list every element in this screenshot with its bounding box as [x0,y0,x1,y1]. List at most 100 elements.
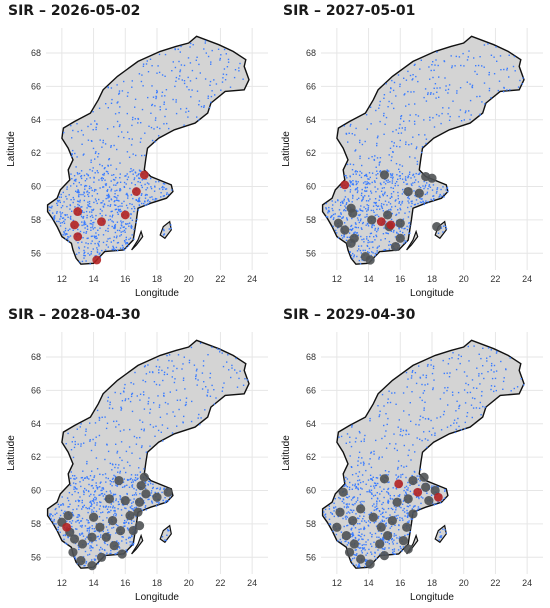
population-point [88,530,90,532]
population-point [398,202,400,204]
population-point [403,234,406,236]
population-point [86,460,88,463]
population-point [460,64,462,67]
population-point [458,115,460,118]
population-point [506,67,508,70]
population-point [156,89,158,92]
population-point [356,232,359,234]
population-point [435,97,437,99]
population-point [83,223,86,225]
population-point [119,430,122,432]
population-point [513,387,515,390]
population-point [72,436,75,438]
population-point [389,401,392,404]
population-point [113,126,115,128]
population-point [359,209,362,211]
population-point [133,210,135,213]
population-point [469,118,471,121]
population-point [128,156,131,158]
population-point [222,73,225,75]
population-point [400,430,402,432]
population-point [413,505,415,507]
population-point [114,226,116,228]
population-point [403,466,405,468]
population-point [112,501,115,503]
population-point [127,537,130,539]
population-point [81,508,83,510]
population-point [493,56,495,58]
population-point [95,523,98,525]
population-point [85,506,87,509]
population-point [87,195,90,198]
population-point [181,368,183,370]
population-point [72,149,74,152]
population-point [471,84,474,87]
population-point [391,196,393,198]
population-point [98,253,100,255]
population-point [67,499,70,502]
population-point [156,501,158,503]
population-point [74,475,76,477]
population-point [376,507,379,510]
population-point [354,231,356,233]
population-point [455,55,457,58]
population-point [66,497,69,499]
population-point [359,170,361,173]
population-point [126,551,128,553]
population-point [440,429,443,431]
population-points [48,40,244,265]
population-point [91,500,94,502]
population-point [382,194,384,197]
population-point [470,404,473,406]
population-point [87,204,89,206]
population-point [356,186,359,189]
population-point [107,172,109,175]
population-point [346,503,348,505]
population-point [411,518,414,520]
population-point [71,525,73,528]
population-point [383,496,385,499]
population-point [89,422,91,424]
population-point [77,189,79,191]
population-point [210,61,212,63]
population-point [426,365,429,367]
population-point [56,199,59,202]
population-point [422,374,424,376]
population-point [417,80,419,83]
population-point [147,498,149,501]
population-point [387,398,389,400]
population-point [412,136,414,138]
population-point [383,548,386,551]
population-point [359,493,361,496]
population-point [371,553,373,555]
population-point [389,497,392,499]
population-point [138,169,141,171]
population-point [375,234,377,236]
population-point [366,213,368,216]
population-point [83,174,86,177]
population-point [355,127,357,130]
population-point [163,123,165,125]
population-point [98,494,100,496]
population-point [399,85,401,88]
population-point [110,241,112,243]
population-point [57,503,59,506]
population-point [458,56,461,58]
population-point [126,492,128,495]
population-point [151,487,154,490]
population-point [162,228,165,231]
infected-point [120,210,130,220]
population-point [325,208,328,210]
population-point [379,486,381,488]
population-point [113,227,115,229]
recovered-point [125,510,135,521]
population-point [391,538,393,541]
population-point [407,454,409,457]
population-point [334,506,337,508]
population-point [412,74,414,76]
population-point [78,515,81,517]
population-point [360,440,362,443]
population-point [395,488,398,490]
population-point [353,557,356,559]
population-point [99,494,101,496]
